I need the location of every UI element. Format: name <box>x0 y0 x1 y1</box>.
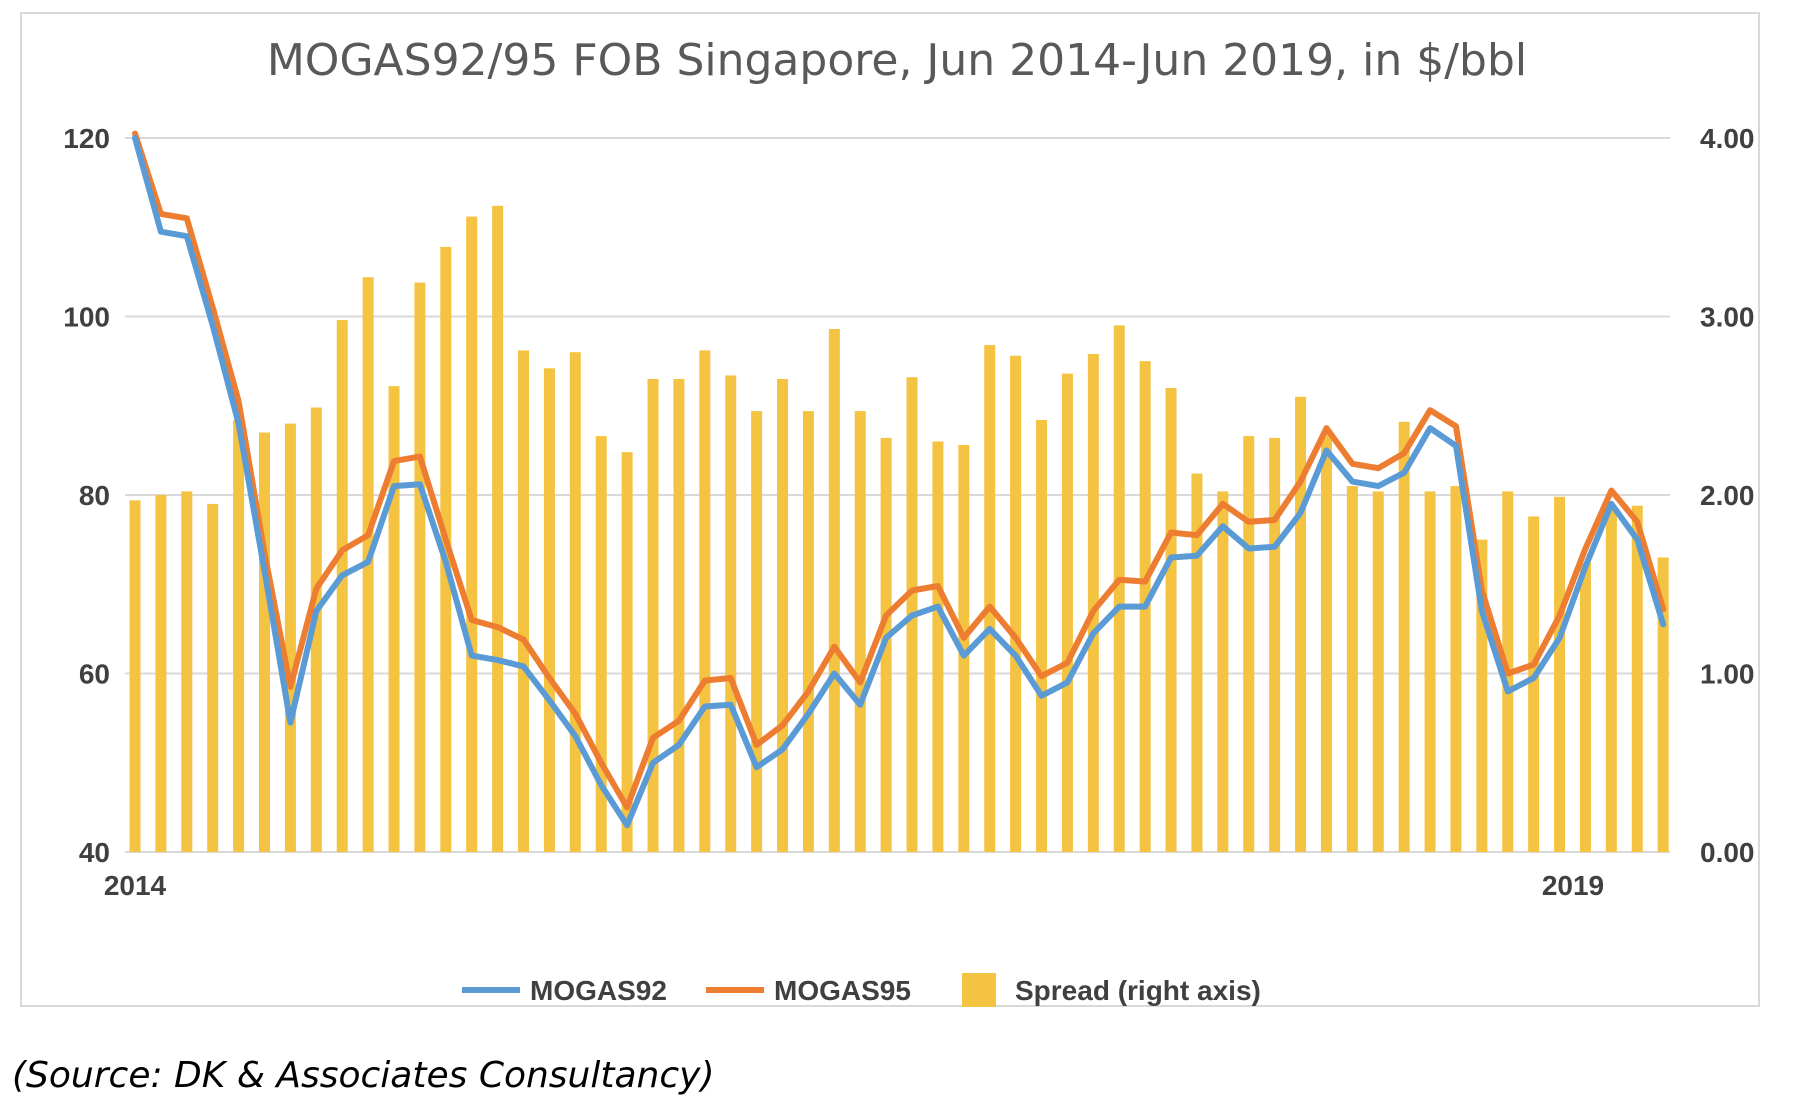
spread-bar <box>1554 496 1566 852</box>
left-axis-tick-label: 40 <box>79 837 110 868</box>
spread-bar <box>673 378 685 852</box>
spread-bar <box>1243 436 1255 852</box>
spread-bar <box>1657 557 1669 852</box>
spread-bar <box>1631 505 1643 852</box>
spread-bar <box>207 503 219 852</box>
gridlines <box>125 137 1670 853</box>
x-tick-label: 2019 <box>1542 870 1604 901</box>
spread-bar <box>181 491 193 852</box>
spread-bar <box>336 320 348 852</box>
legend-label-spread: Spread (right axis) <box>1015 975 1261 1006</box>
chart: MOGAS92/95 FOB Singapore, Jun 2014-Jun 2… <box>63 35 1755 1007</box>
spread-bar <box>699 350 711 852</box>
spread-bar <box>1036 420 1048 852</box>
spread-bar <box>932 441 944 852</box>
spread-bar <box>155 495 167 852</box>
spread-bar <box>802 411 814 852</box>
right-axis-ticks: 0.00 1.00 2.00 3.00 4.00 <box>1700 123 1755 868</box>
spread-bar <box>1191 473 1203 852</box>
series-line-mogas92 <box>132 135 1667 829</box>
spread-bar <box>129 500 141 852</box>
legend-swatch-spread <box>962 973 996 1007</box>
spread-bar <box>1528 516 1540 852</box>
spread-bar <box>828 328 840 852</box>
left-axis-tick-label: 100 <box>63 302 110 333</box>
x-axis-ticks: 2014 2019 <box>104 870 1604 901</box>
spread-bar <box>958 445 970 852</box>
price-lines <box>132 130 1667 829</box>
spread-bar <box>1165 387 1177 852</box>
chart-title: MOGAS92/95 FOB Singapore, Jun 2014-Jun 2… <box>267 35 1527 86</box>
right-axis-tick-label: 4.00 <box>1700 123 1755 154</box>
right-axis-tick-label: 1.00 <box>1700 659 1755 690</box>
legend: MOGAS92 MOGAS95 Spread (right axis) <box>462 973 1261 1007</box>
spread-bar <box>1061 373 1073 852</box>
spread-bar <box>854 411 866 852</box>
spread-bar <box>725 375 737 852</box>
x-tick-label: 2014 <box>104 870 167 901</box>
spread-bar <box>777 378 789 852</box>
spread-bar <box>1424 491 1436 852</box>
spread-bar <box>543 368 555 852</box>
spread-bar <box>1579 562 1591 852</box>
spread-bar <box>1113 325 1125 852</box>
left-axis-tick-label: 60 <box>79 659 110 690</box>
spread-bar <box>1087 353 1099 852</box>
spread-bars <box>129 205 1669 853</box>
spread-bar <box>414 282 426 853</box>
left-axis-tick-label: 120 <box>63 123 110 154</box>
spread-bar <box>1269 437 1281 852</box>
right-axis-tick-label: 2.00 <box>1700 480 1755 511</box>
spread-bar <box>1010 355 1022 852</box>
spread-bar <box>1605 505 1617 852</box>
spread-bar <box>1217 491 1229 852</box>
spread-bar <box>1320 432 1332 852</box>
left-axis-ticks: 40 60 80 100 120 <box>63 123 110 868</box>
spread-bar <box>1346 486 1358 852</box>
spread-bar <box>984 345 996 852</box>
spread-bar <box>466 216 478 853</box>
spread-bar <box>1295 396 1307 852</box>
spread-bar <box>1398 421 1410 852</box>
spread-bar <box>621 452 633 852</box>
spread-bar <box>518 350 530 852</box>
spread-bar <box>233 420 245 852</box>
series-line-mogas95 <box>132 130 1667 811</box>
spread-bar <box>284 423 296 852</box>
spread-bar <box>492 205 504 852</box>
legend-label-mogas92: MOGAS92 <box>530 975 667 1006</box>
spread-bar <box>1450 486 1462 852</box>
spread-bar <box>388 386 400 852</box>
spread-bar <box>1372 491 1384 852</box>
spread-bar <box>259 432 271 852</box>
spread-bar <box>310 407 322 852</box>
spread-bar <box>647 378 659 852</box>
right-axis-tick-label: 3.00 <box>1700 302 1755 333</box>
spread-bar <box>751 411 763 852</box>
spread-bar <box>440 246 452 852</box>
source-note: (Source: DK & Associates Consultancy) <box>12 1055 715 1096</box>
spread-bar <box>1476 539 1488 852</box>
right-axis-tick-label: 0.00 <box>1700 837 1755 868</box>
spread-bar <box>595 436 607 852</box>
left-axis-tick-label: 80 <box>79 480 110 511</box>
legend-label-mogas95: MOGAS95 <box>774 975 911 1006</box>
spread-bar <box>569 352 581 852</box>
